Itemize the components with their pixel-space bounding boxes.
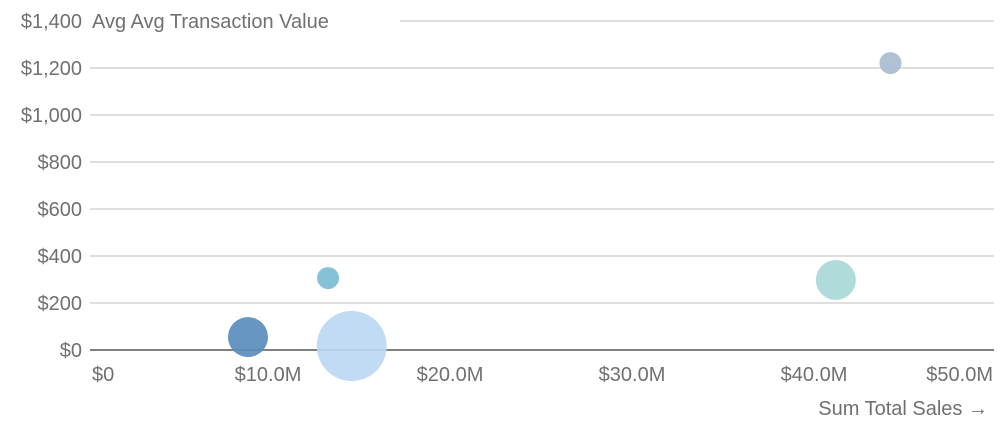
grid bbox=[90, 20, 994, 304]
bubble-3[interactable] bbox=[316, 311, 387, 382]
x-tick-label: $0 bbox=[92, 364, 114, 386]
x-tick-label: $10.0M bbox=[235, 364, 302, 386]
y-tick-label: $0 bbox=[60, 340, 82, 362]
x-tick-label: $50.0M bbox=[926, 364, 993, 386]
x-tick-label: $30.0M bbox=[599, 364, 666, 386]
y-tick-label: $800 bbox=[38, 152, 83, 174]
y-axis-label: Avg Avg Transaction Value bbox=[92, 11, 329, 33]
bubbles bbox=[227, 52, 902, 382]
y-tick-label: $400 bbox=[38, 246, 83, 268]
y-axis-ticks: $0 $200 $400 $600 $800 $1,000 $1,200 $1,400 bbox=[21, 11, 82, 362]
bubble-1[interactable] bbox=[227, 317, 268, 358]
bubble-5[interactable] bbox=[879, 52, 902, 75]
x-axis-ticks: $0 $10.0M $20.0M $30.0M $40.0M $50.0M bbox=[92, 364, 993, 386]
bubble-4[interactable] bbox=[815, 259, 856, 300]
x-tick-label: $20.0M bbox=[417, 364, 484, 386]
x-axis-label: Sum Total Sales → bbox=[818, 398, 988, 420]
y-tick-label: $1,400 bbox=[21, 11, 82, 33]
y-tick-label: $200 bbox=[38, 293, 83, 315]
y-tick-label: $1,200 bbox=[21, 58, 82, 80]
y-tick-label: $1,000 bbox=[21, 105, 82, 127]
y-tick-label: $600 bbox=[38, 199, 83, 221]
bubble-2[interactable] bbox=[317, 267, 340, 290]
x-tick-label: $40.0M bbox=[781, 364, 848, 386]
